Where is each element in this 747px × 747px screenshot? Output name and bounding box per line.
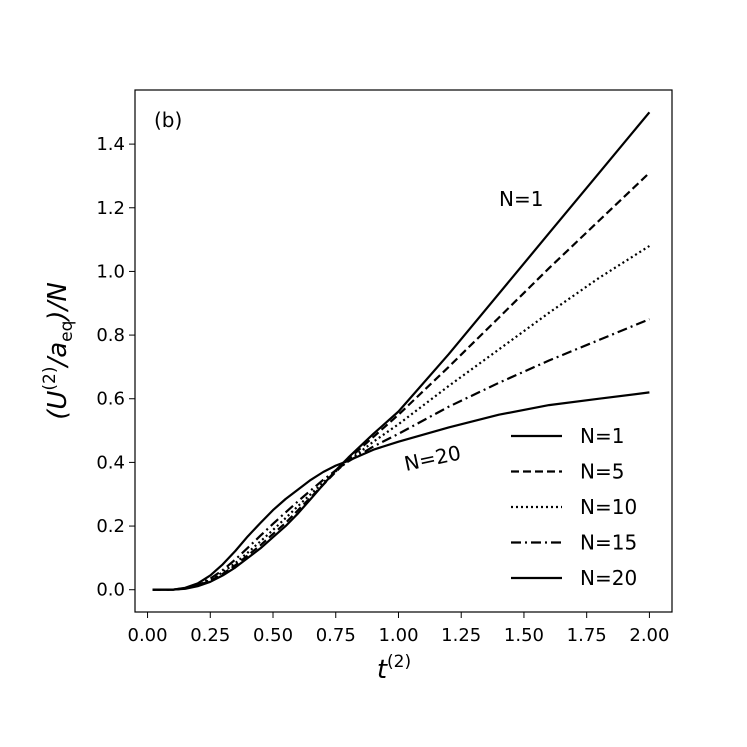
x-tick-label: 1.00	[378, 625, 418, 646]
y-tick-label: 0.0	[96, 580, 125, 601]
x-tick-label: 0.50	[253, 625, 293, 646]
y-axis-title-sup: (2)	[40, 367, 60, 391]
y-axis-title-suffix: )/N	[43, 282, 73, 322]
y-axis-title-mid: /a	[43, 342, 73, 369]
y-tick-label: 0.4	[96, 452, 125, 473]
x-tick-label: 1.25	[441, 625, 481, 646]
y-tick-label: 1.0	[96, 261, 125, 282]
legend: N=1 N=5 N=10 N=15 N=20	[511, 424, 637, 590]
x-tick-label: 0.25	[190, 625, 230, 646]
legend-label: N=10	[580, 495, 637, 519]
series-line-n5	[152, 172, 651, 591]
plot-lines	[152, 111, 651, 591]
y-tick-label: 0.2	[96, 516, 125, 537]
y-tick-label: 1.2	[96, 198, 125, 219]
y-tick-label: 0.8	[96, 325, 125, 346]
annotation-n1: N=1	[499, 187, 543, 211]
legend-label: N=5	[580, 460, 624, 484]
x-axis: 0.00 0.25 0.50 0.75 1.00 1.25 1.50 1.75 2.00	[128, 612, 669, 646]
series-line-n15	[152, 318, 650, 591]
legend-label: N=15	[580, 531, 637, 555]
panel-label: (b)	[154, 108, 182, 132]
y-axis-title-prefix: (U	[43, 391, 73, 420]
x-tick-label: 1.75	[567, 625, 607, 646]
y-axis-title: (U(2)/aeq)/N	[40, 282, 77, 420]
x-tick-label: 0.75	[316, 625, 356, 646]
x-tick-label: 2.00	[629, 625, 669, 646]
x-axis-title-base: t	[377, 655, 388, 685]
series-line-n20	[152, 391, 650, 591]
y-axis: 0.0 0.2 0.4 0.6 0.8 1.0 1.2 1.4	[96, 134, 135, 601]
x-tick-label: 0.00	[128, 625, 168, 646]
plot-frame	[134, 89, 673, 613]
x-tick-label: 1.50	[504, 625, 544, 646]
y-axis-title-sub: eq	[57, 321, 77, 342]
x-axis-title-sup: (2)	[387, 652, 411, 672]
x-axis-title: t(2)	[377, 652, 411, 685]
legend-label: N=20	[580, 566, 637, 590]
y-tick-label: 1.4	[96, 134, 125, 155]
legend-label: N=1	[580, 424, 624, 448]
y-tick-label: 0.6	[96, 389, 125, 410]
